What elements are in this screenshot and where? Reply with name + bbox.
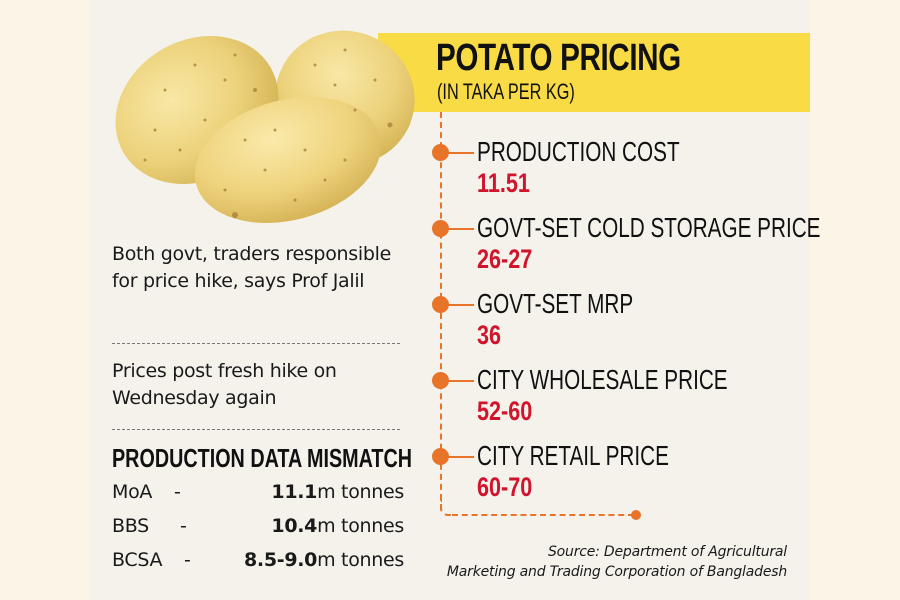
source-note: Source: Department of Agricultural Marke… [447,542,787,582]
price-label: GOVT-SET MRP [477,288,634,319]
timeline-dot-icon [432,220,449,237]
timeline-end-dot-icon [631,510,641,520]
mismatch-source: BBS [112,515,149,537]
price-label: PRODUCTION COST [477,136,680,167]
timeline-tick [448,228,474,230]
timeline-corner [440,500,454,516]
price-value: 36 [477,320,502,350]
price-label: GOVT-SET COLD STORAGE PRICE [477,212,821,243]
mismatch-source: MoA [112,481,153,503]
mismatch-row-moa: MoA - 11.1m tonnes [112,481,404,511]
headline-govt-traders: Both govt, traders responsible for price… [112,243,391,292]
price-item-city-retail: CITY RETAIL PRICE 60-70 [432,440,812,510]
mismatch-value: 10.4m tonnes [271,515,404,537]
source-line-2: Marketing and Trading Corporation of Ban… [446,564,787,580]
mismatch-dash: - [184,549,191,571]
timeline-bottom-line [452,514,634,516]
timeline-tick [448,152,474,154]
timeline-dot-icon [432,296,449,313]
price-label: CITY WHOLESALE PRICE [477,364,728,395]
price-value: 52-60 [477,396,533,426]
timeline-dot-icon [432,372,449,389]
mismatch-row-bcsa: BCSA - 8.5-9.0m tonnes [112,549,404,579]
mismatch-source: BCSA [112,549,163,571]
price-item-city-wholesale: CITY WHOLESALE PRICE 52-60 [432,364,812,434]
price-label: CITY RETAIL PRICE [477,440,669,471]
timeline-dot-icon [432,144,449,161]
mismatch-row-bbs: BBS - 10.4m tonnes [112,515,404,545]
page-title: POTATO PRICING [436,37,681,79]
divider [112,343,400,344]
price-value: 26-27 [477,244,533,274]
timeline-tick [448,456,474,458]
price-item-production-cost: PRODUCTION COST 11.51 [432,136,812,206]
title-banner [378,33,810,112]
mismatch-value: 8.5-9.0m tonnes [243,549,404,571]
mismatch-dash: - [180,515,187,537]
price-item-govt-mrp: GOVT-SET MRP 36 [432,288,812,358]
headline-prices-hike: Prices post fresh hike on Wednesday agai… [112,360,337,409]
mismatch-dash: - [174,481,181,503]
divider [112,429,400,430]
timeline-tick [448,380,474,382]
source-line-1: Source: Department of Agricultural [547,544,787,560]
mismatch-value: 11.1m tonnes [271,481,404,503]
timeline-tick [448,304,474,306]
price-value: 11.51 [477,168,530,198]
production-mismatch-title: PRODUCTION DATA MISMATCH [112,443,413,473]
timeline-dot-icon [432,448,449,465]
price-item-cold-storage: GOVT-SET COLD STORAGE PRICE 26-27 [432,212,820,282]
page-subtitle: (IN TAKA PER KG) [437,79,575,104]
price-value: 60-70 [477,472,533,502]
potatoes-icon [115,30,415,223]
